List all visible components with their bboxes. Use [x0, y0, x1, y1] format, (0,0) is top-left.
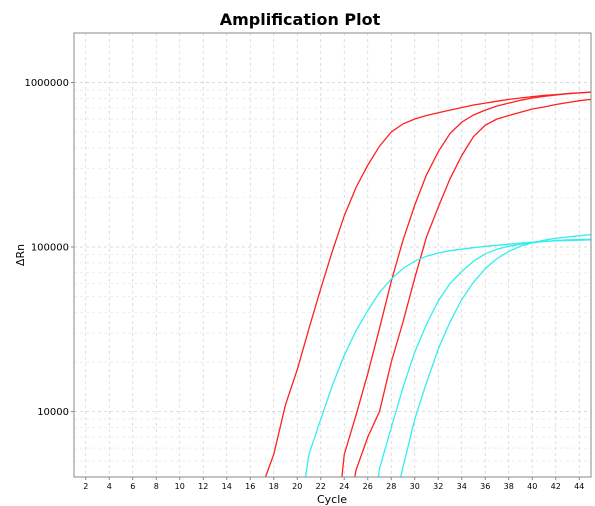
- x-tick-label: 28: [386, 482, 396, 491]
- x-tick-label: 14: [222, 482, 232, 491]
- x-tick-label: 6: [130, 482, 135, 491]
- x-tick-label: 42: [551, 482, 561, 491]
- curves: [264, 91, 592, 478]
- x-tick-label: 12: [198, 482, 208, 491]
- x-tick-label: 26: [363, 482, 373, 491]
- x-tick-label: 36: [480, 482, 490, 491]
- x-tick-label: 34: [457, 482, 467, 491]
- x-tick-label: 22: [316, 482, 326, 491]
- y-tick-label: 10000: [37, 407, 69, 418]
- x-tick-label: 2: [83, 482, 88, 491]
- x-tick-label: 18: [269, 482, 279, 491]
- plot-frame: [73, 32, 592, 478]
- y-tick-label: 100000: [31, 243, 69, 254]
- x-tick-label: 4: [107, 482, 112, 491]
- y-axis-label: ΔRn: [14, 244, 27, 266]
- x-tick-label: 10: [175, 482, 185, 491]
- x-tick-label: 38: [504, 482, 514, 491]
- series-line-red-3: [354, 98, 592, 478]
- series-line-cyan-5: [377, 238, 592, 478]
- y-axis: 10000 100000 1000000: [24, 78, 74, 418]
- series-line-cyan-6: [400, 233, 592, 478]
- chart-title: Amplification Plot: [220, 10, 381, 29]
- x-tick-label: 32: [433, 482, 443, 491]
- x-tick-label: 24: [339, 482, 349, 491]
- grid-lines: [74, 32, 591, 478]
- x-axis: 2 4 6 8 10 12 14 16 18 20 22 24 26 28 30 32 34 36 38 40 42 44: [83, 477, 584, 491]
- x-axis-label: Cycle: [317, 493, 347, 506]
- x-tick-label: 30: [410, 482, 420, 491]
- x-tick-label: 20: [292, 482, 302, 491]
- y-tick-label: 1000000: [24, 78, 69, 89]
- series-line-red-2: [341, 91, 592, 478]
- x-tick-label: 16: [245, 482, 255, 491]
- series-line-red-1: [264, 91, 592, 478]
- x-tick-label: 44: [574, 482, 584, 491]
- x-tick-label: 8: [154, 482, 159, 491]
- x-tick-label: 40: [527, 482, 537, 491]
